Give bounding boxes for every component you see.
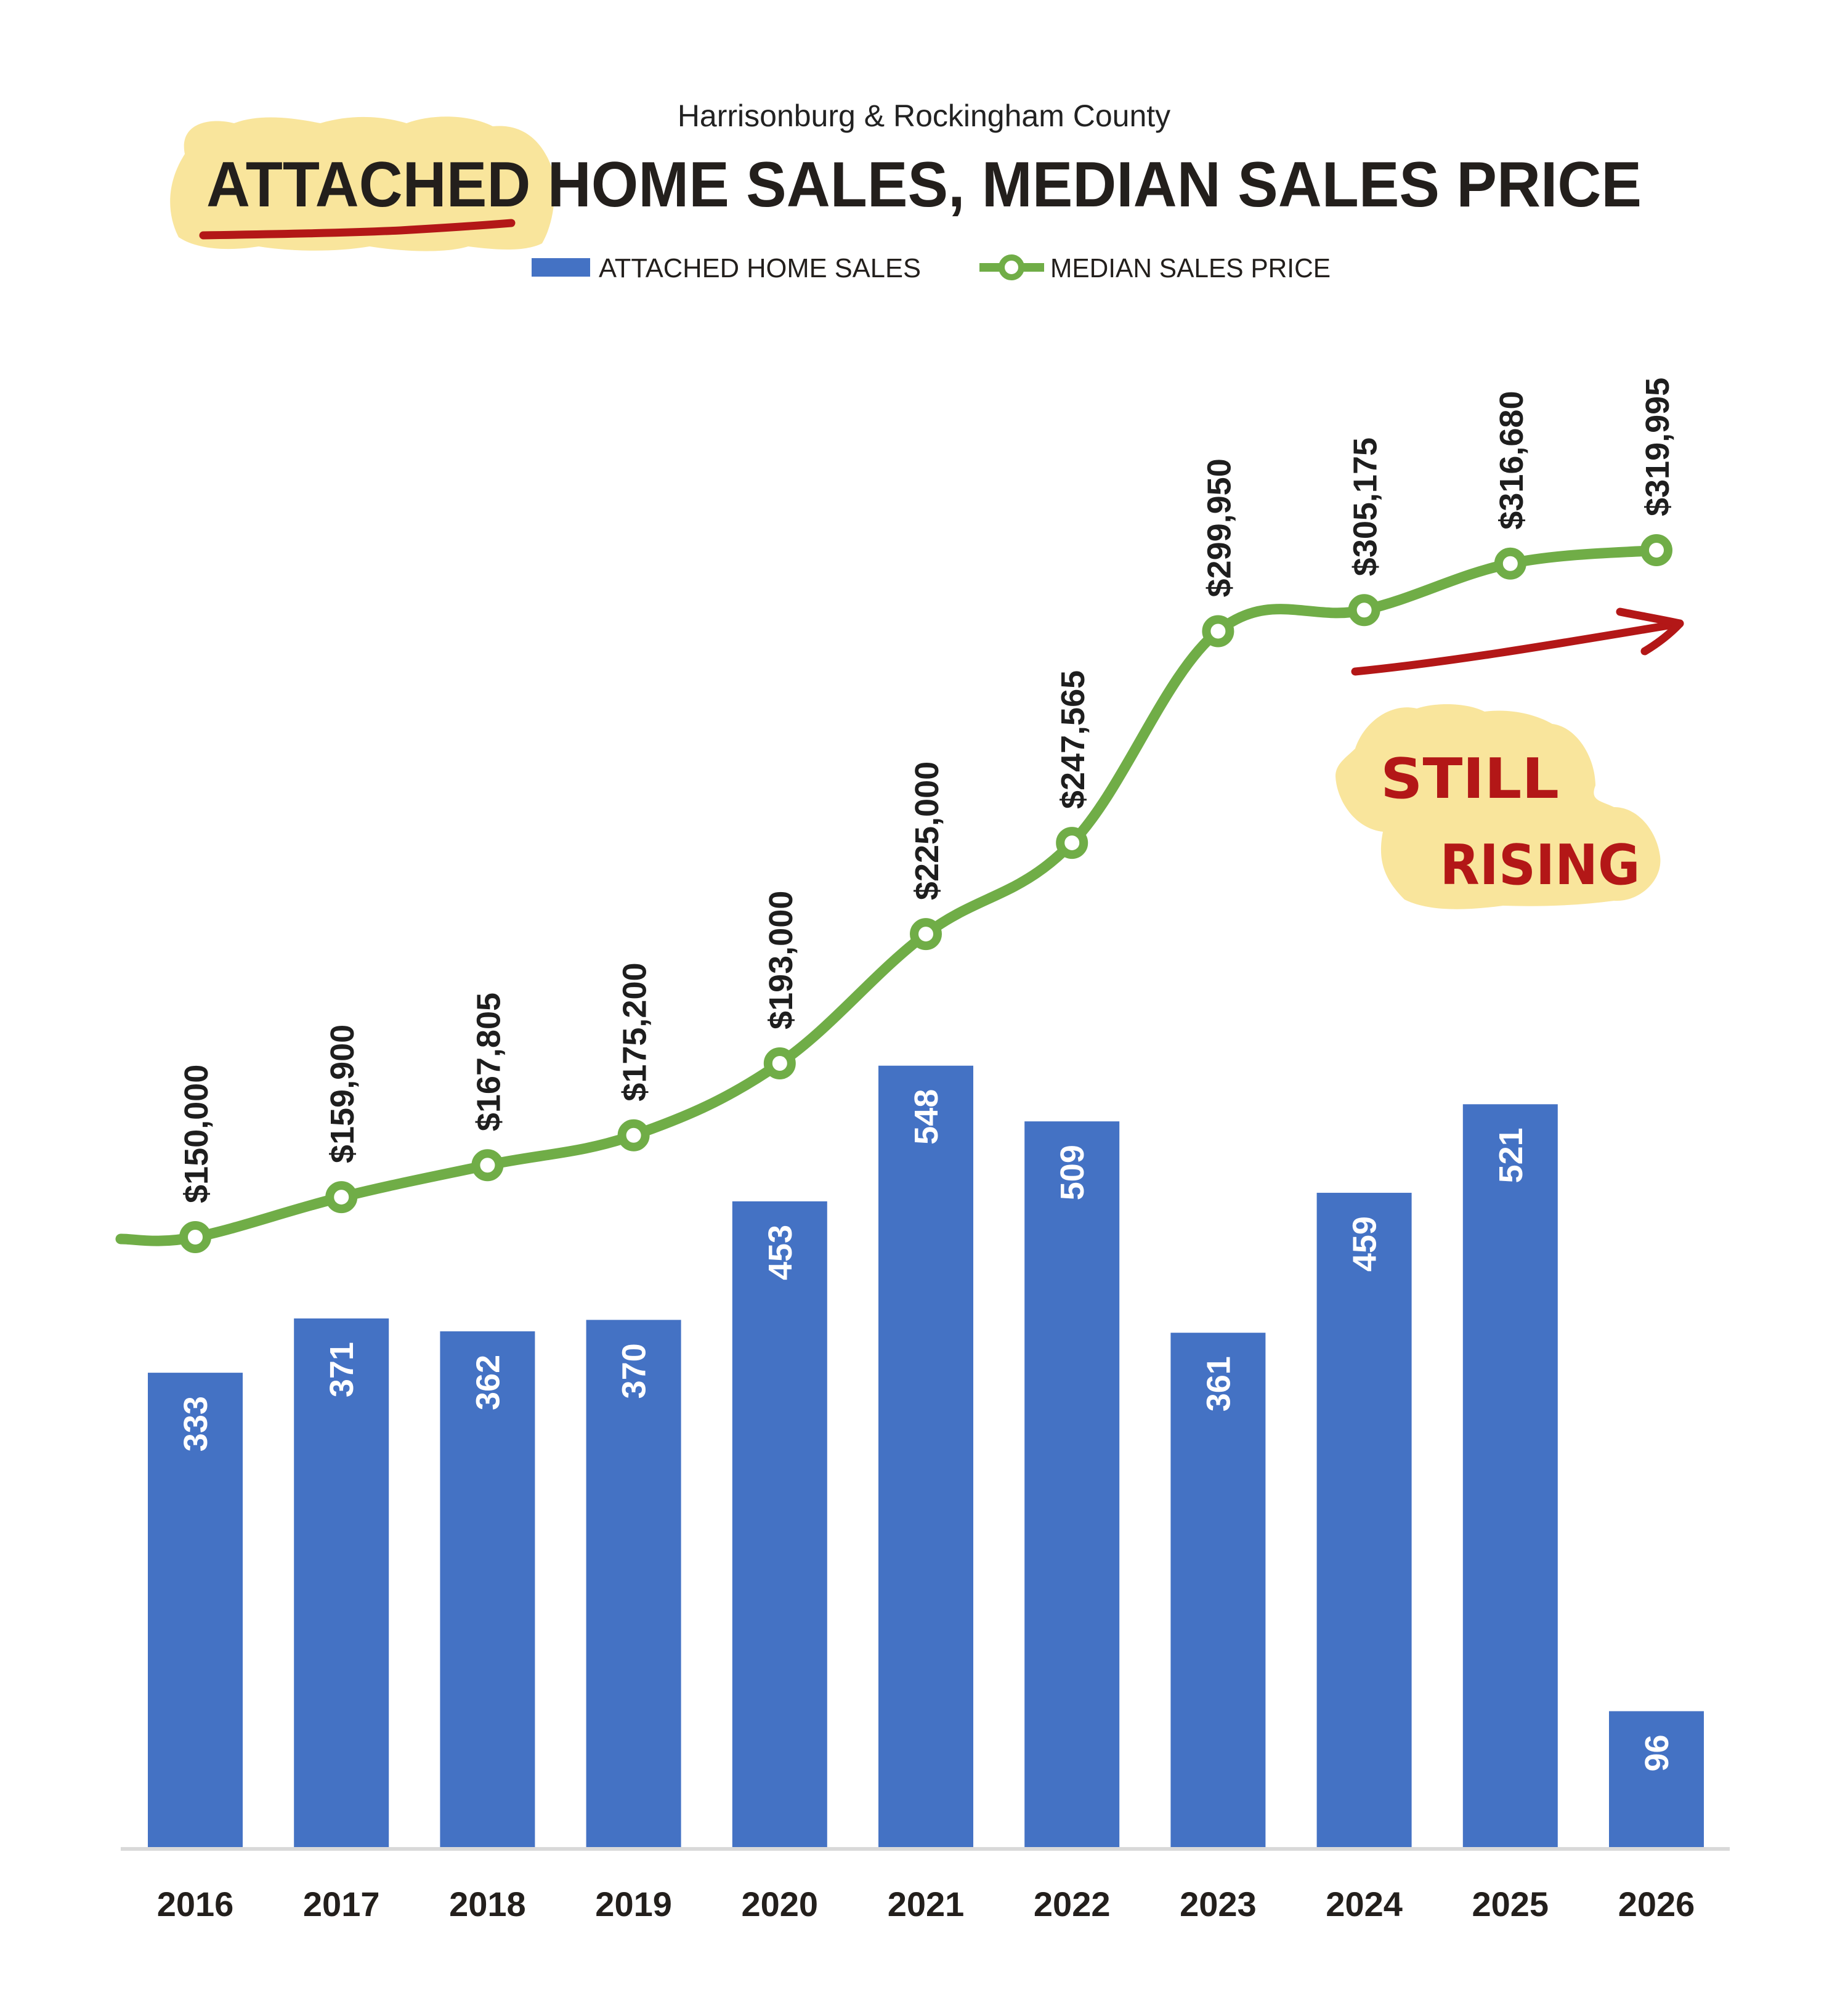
bar-value-label: 548 [908,1089,945,1145]
price-marker [1056,827,1088,859]
rising-arrow-icon [1351,607,1684,676]
x-tick-label: 2021 [888,1885,965,1923]
bar-2018 [440,1331,535,1848]
bar-value-label: 96 [1639,1734,1676,1771]
legend: ATTACHED HOME SALES MEDIAN SALES PRICE [532,253,1331,283]
bar-value-label: 362 [469,1355,506,1410]
x-tick-label: 2023 [1180,1885,1257,1923]
legend-line-label: MEDIAN SALES PRICE [1050,253,1331,283]
price-value-label: $159,900 [324,1025,361,1163]
price-markers [179,534,1672,1253]
bar-series: 333 371 362 370 453 548 509 361 459 521 96 [148,1065,1704,1848]
x-tick-label: 2017 [303,1885,380,1923]
bar-2021 [878,1065,973,1848]
bar-2022 [1024,1121,1120,1848]
price-value-label: $316,680 [1493,391,1530,530]
bar-value-label: 453 [762,1225,799,1280]
legend-marker-icon [999,254,1024,280]
x-tick-label: 2020 [742,1885,819,1923]
price-marker [1202,615,1234,648]
price-value-label: $319,995 [1639,378,1676,516]
x-tick-label: 2019 [595,1885,672,1923]
price-value-label: $175,200 [617,962,654,1101]
x-axis-labels: 2016 2017 2018 2019 2020 2021 2022 2023 2024 2025… [157,1885,1695,1923]
bar-value-label: 371 [323,1342,360,1397]
title-underline [199,219,516,240]
bar-value-label: 370 [616,1343,653,1399]
title-rest: HOME SALES, MEDIAN SALES PRICE [530,149,1642,221]
bar-2020 [732,1201,827,1848]
price-marker [179,1221,211,1253]
price-value-label: $299,950 [1201,458,1238,597]
title-highlight-word: ATTACHED [206,149,530,221]
bar-2016 [148,1373,243,1848]
legend-bar-label: ATTACHED HOME SALES [599,253,921,283]
price-marker [1494,547,1526,580]
bar-2023 [1170,1333,1266,1848]
price-value-label: $305,175 [1347,437,1384,576]
price-value-label: $193,000 [763,891,800,1029]
price-value-label: $150,000 [178,1065,215,1203]
x-tick-label: 2022 [1034,1885,1111,1923]
bar-2019 [586,1320,681,1848]
price-marker [471,1149,504,1182]
price-marker [910,918,942,951]
price-value-label: $225,000 [909,761,946,900]
bar-value-label: 361 [1200,1356,1237,1411]
x-tick-label: 2025 [1472,1885,1549,1923]
price-marker [1348,594,1380,627]
bar-2017 [294,1318,389,1848]
price-labels: $150,000 $159,900 $167,805 $175,200 $193,000… [178,378,1676,1203]
bar-value-label: 459 [1347,1216,1384,1272]
bar-value-label: 509 [1054,1145,1091,1200]
bar-2025 [1462,1104,1558,1848]
price-value-label: $167,805 [470,993,507,1131]
still-rising-annotation: STILL RISING [1335,704,1661,909]
bar-value-label: 521 [1493,1127,1530,1183]
price-value-label: $247,565 [1055,670,1092,809]
chart-title: ATTACHED HOME SALES, MEDIAN SALES PRICE [206,149,1642,221]
bar-2024 [1316,1193,1412,1848]
x-tick-label: 2018 [449,1885,526,1923]
price-marker [325,1181,358,1214]
x-tick-label: 2016 [157,1885,234,1923]
bar-2026 [1609,1711,1704,1848]
title-highlight [170,116,554,251]
x-tick-label: 2024 [1326,1885,1403,1923]
annotation-line-1: STILL [1380,747,1559,811]
annotation-line-2: RISING [1440,833,1640,898]
price-marker [617,1119,650,1151]
bar-value-label: 333 [177,1396,214,1452]
legend-bar-swatch [532,258,590,277]
price-marker [1640,534,1672,567]
x-tick-label: 2026 [1618,1885,1695,1923]
chart-subtitle: Harrisonburg & Rockingham County [678,99,1170,133]
price-marker [763,1047,796,1079]
